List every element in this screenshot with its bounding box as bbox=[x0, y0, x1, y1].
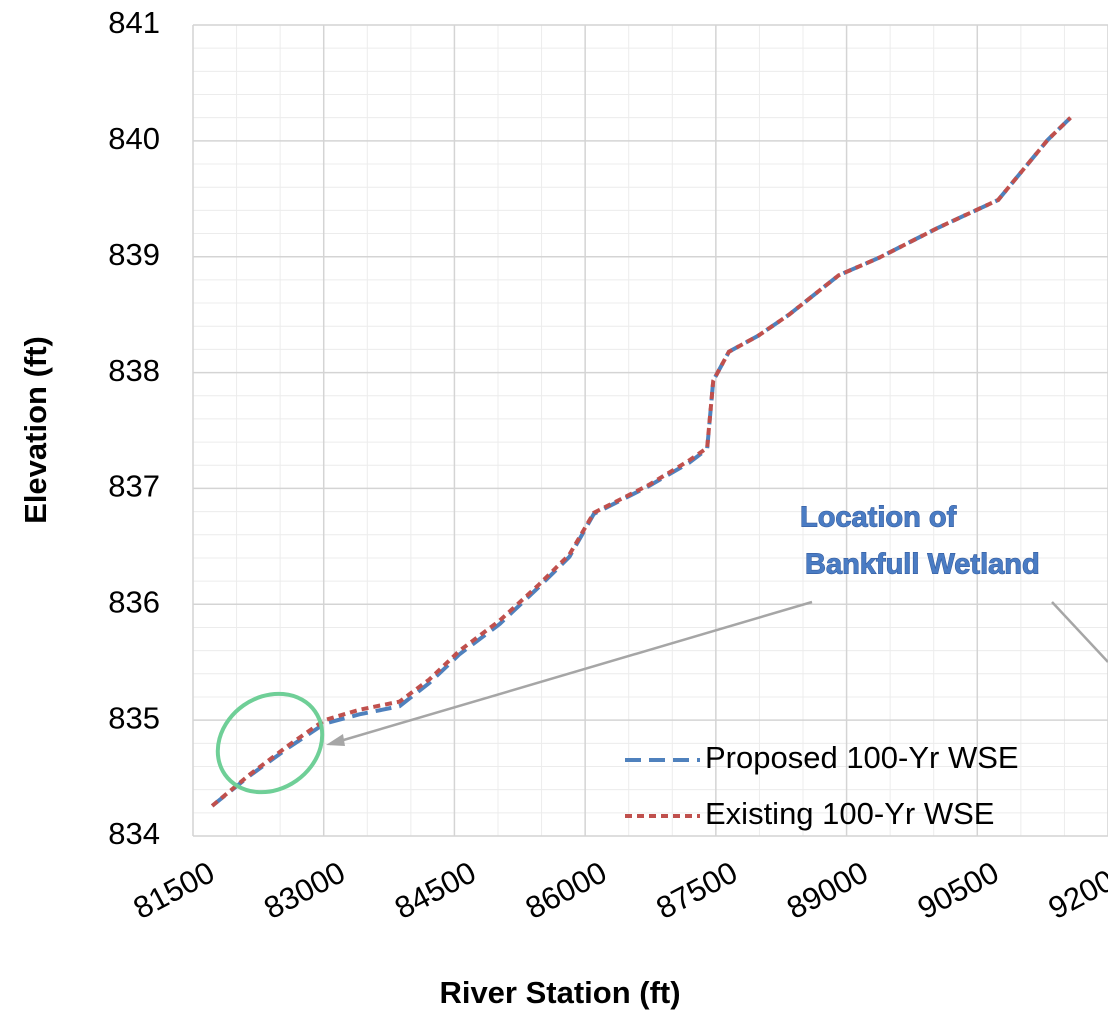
x-tick-label: 83000 bbox=[258, 855, 351, 926]
x-tick-label: 81500 bbox=[128, 855, 221, 926]
y-tick-label: 834 bbox=[108, 816, 160, 851]
y-axis-title: Elevation (ft) bbox=[18, 336, 53, 524]
y-tick-label: 835 bbox=[108, 700, 160, 735]
x-tick-label: 84500 bbox=[389, 855, 482, 926]
lines bbox=[210, 116, 1072, 808]
y-tick-label: 836 bbox=[108, 584, 160, 619]
annotation-arrow bbox=[329, 600, 813, 746]
x-tick-label: 87500 bbox=[650, 855, 743, 926]
legend-label: Existing 100-Yr WSE bbox=[705, 796, 994, 831]
highlight-ellipse bbox=[215, 691, 325, 795]
annotation: Location of bbox=[800, 502, 957, 534]
y-tick-label: 838 bbox=[108, 353, 160, 388]
x-axis-title: River Station (ft) bbox=[439, 975, 680, 1010]
legend-label: Proposed 100-Yr WSE bbox=[705, 740, 1019, 775]
annotation: Bankfull Wetland bbox=[805, 549, 1040, 581]
x-tick-label: 92000 bbox=[1043, 855, 1108, 926]
series-line bbox=[210, 116, 1072, 808]
legend: Proposed 100-Yr WSE Existing 100-Yr WSE bbox=[625, 740, 1019, 831]
y-tick-label: 837 bbox=[108, 469, 160, 504]
grid bbox=[192, 24, 1108, 837]
x-tick-label: 90500 bbox=[912, 855, 1005, 926]
annotation-arrow bbox=[1051, 601, 1108, 663]
y-tick-label: 840 bbox=[108, 121, 160, 156]
y-tick-label: 841 bbox=[108, 5, 160, 40]
y-tick-label: 839 bbox=[108, 237, 160, 272]
series-line bbox=[210, 116, 1072, 808]
arrow-head bbox=[326, 734, 345, 746]
x-tick-label: 89000 bbox=[781, 855, 874, 926]
x-tick-label: 86000 bbox=[520, 855, 613, 926]
